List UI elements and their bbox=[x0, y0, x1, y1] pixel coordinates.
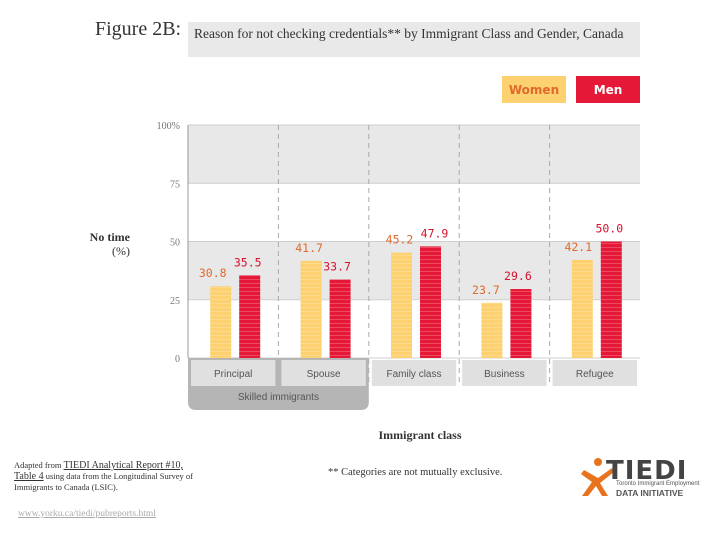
x-tick-label: Refugee bbox=[576, 369, 614, 380]
category-label-bg bbox=[462, 360, 547, 386]
logo-tagline-2: DATA INITIATIVE bbox=[616, 488, 684, 498]
source-prefix: Adapted from bbox=[14, 460, 64, 470]
men-bar bbox=[239, 275, 261, 358]
legend-men: Men bbox=[576, 76, 640, 103]
men-value-label: 47.9 bbox=[421, 226, 449, 240]
x-axis-label: Immigrant class bbox=[378, 428, 462, 442]
tiedi-logo: TIEDI Toronto Immigrant Employment DATA … bbox=[578, 456, 713, 498]
chart-title: Reason for not checking credentials** by… bbox=[194, 26, 624, 41]
y-tick-label: 0 bbox=[175, 354, 180, 365]
men-bar bbox=[420, 246, 441, 358]
source-rest: using data from the Longitudinal Survey … bbox=[14, 471, 194, 492]
tiedi-figure-icon bbox=[581, 458, 614, 496]
y-axis-title: No time bbox=[89, 230, 130, 244]
group-label-skilled: Skilled immigrants bbox=[238, 392, 319, 403]
title-banner: Reason for not checking credentials** by… bbox=[188, 22, 640, 57]
women-bar bbox=[391, 252, 412, 358]
y-tick-label: 100% bbox=[157, 121, 180, 132]
x-tick-label: Family class bbox=[386, 369, 441, 380]
y-tick-label: 50 bbox=[170, 238, 180, 249]
y-axis-label: No time (%) bbox=[86, 230, 130, 258]
men-value-label: 33.7 bbox=[323, 259, 351, 273]
women-bar bbox=[481, 302, 503, 358]
women-value-label: 45.2 bbox=[386, 233, 414, 247]
men-bar bbox=[510, 289, 532, 358]
men-bar bbox=[329, 279, 351, 358]
x-tick-label: Principal bbox=[214, 369, 252, 380]
figure-label: Figure 2B: bbox=[95, 18, 182, 40]
women-value-label: 30.8 bbox=[199, 266, 227, 280]
category-label-bg bbox=[552, 360, 637, 386]
category-label-bg bbox=[281, 360, 366, 386]
band-25-50 bbox=[188, 241, 640, 300]
logo-tagline: Toronto Immigrant Employment bbox=[616, 481, 700, 487]
reports-url-link[interactable]: www.yorku.ca/tiedi/pubreports.html bbox=[18, 509, 156, 519]
source-note: Adapted from TIEDI Analytical Report #10… bbox=[14, 460, 204, 493]
source-report-link[interactable]: TIEDI Analytical Report #10, bbox=[63, 460, 183, 471]
x-tick-label: Business bbox=[484, 369, 525, 380]
men-value-label: 35.5 bbox=[234, 255, 262, 269]
women-bar bbox=[300, 260, 322, 358]
y-axis-unit: (%) bbox=[112, 244, 130, 258]
women-bar bbox=[571, 259, 593, 358]
category-label-bg bbox=[191, 360, 276, 386]
x-tick-label: Spouse bbox=[307, 369, 341, 380]
band-75-100 bbox=[188, 125, 640, 184]
women-bar bbox=[210, 286, 232, 358]
y-tick-label: 75 bbox=[170, 179, 180, 190]
legend-women: Women bbox=[502, 76, 566, 103]
logo-wordmark: TIEDI bbox=[606, 456, 688, 486]
footnote: ** Categories are not mutually exclusive… bbox=[328, 467, 503, 478]
women-value-label: 23.7 bbox=[472, 283, 500, 297]
category-label-bg bbox=[371, 360, 457, 386]
men-bar bbox=[600, 241, 622, 358]
men-value-label: 50.0 bbox=[595, 222, 623, 236]
source-table-link[interactable]: Table 4 bbox=[14, 471, 44, 482]
women-value-label: 42.1 bbox=[564, 240, 592, 254]
y-tick-label: 25 bbox=[170, 296, 180, 307]
women-value-label: 41.7 bbox=[295, 241, 323, 255]
men-value-label: 29.6 bbox=[504, 269, 532, 283]
